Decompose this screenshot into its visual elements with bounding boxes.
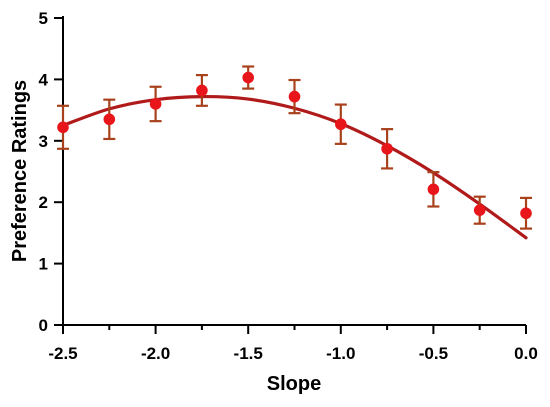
y-tick-label: 1 (39, 255, 48, 274)
y-tick-label: 3 (39, 132, 48, 151)
x-tick-label: -2.5 (48, 344, 77, 363)
x-tick-label: -1.5 (234, 344, 263, 363)
fit-curve-group (61, 94, 528, 240)
data-point (288, 90, 301, 103)
data-points-group (57, 65, 532, 230)
data-point (196, 84, 208, 97)
data-point (103, 113, 116, 126)
y-tick-label: 4 (39, 70, 49, 89)
data-point (520, 207, 532, 220)
x-tick-label: -0.5 (419, 344, 448, 363)
data-point (335, 118, 347, 131)
data-point (381, 142, 393, 155)
y-axis-title: Preference Ratings (9, 80, 31, 262)
tick-labels-group: -2.5 -2.0 -1.5 -1.0 -0.5 0.0 0 1 2 3 4 5 (39, 9, 538, 363)
data-point (473, 204, 486, 216)
x-tick-label: 0.0 (514, 344, 538, 363)
x-axis-title: Slope (267, 373, 321, 395)
data-point (427, 183, 440, 196)
data-point (57, 121, 69, 134)
axes (54, 16, 527, 334)
data-point (149, 98, 162, 110)
fit-curve-line (61, 94, 528, 240)
y-tick-label: 0 (39, 316, 48, 335)
x-tick-label: -2.0 (141, 344, 170, 363)
y-tick-label: 5 (39, 9, 48, 28)
y-tick-label: 2 (39, 193, 48, 212)
data-point (242, 71, 254, 84)
x-tick-label: -1.0 (326, 344, 355, 363)
